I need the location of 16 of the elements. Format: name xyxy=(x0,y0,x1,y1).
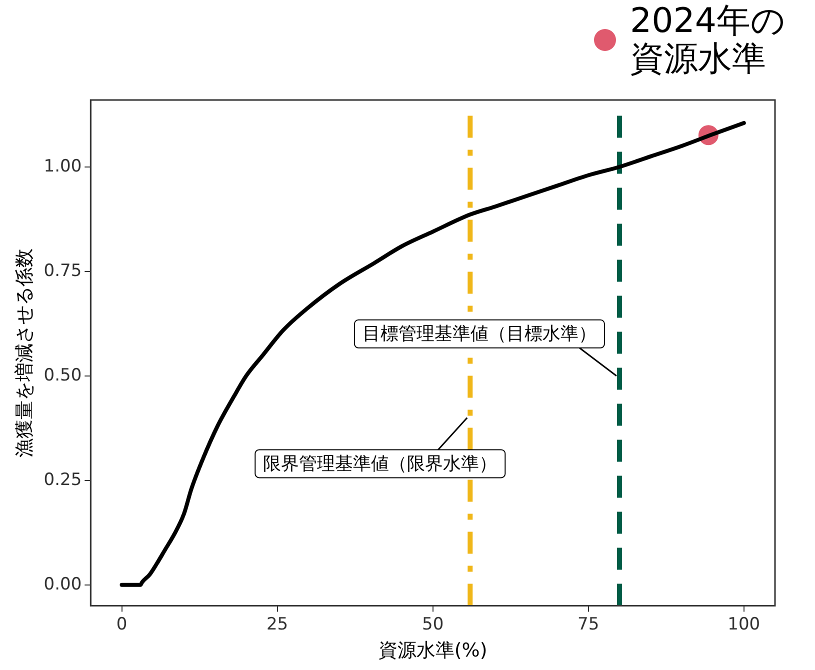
y-tick-label: 0.50 xyxy=(44,365,82,386)
ref-line-label: 目標管理基準値（目標水準） xyxy=(362,324,596,345)
y-tick-label: 0.00 xyxy=(44,574,82,594)
ref-line-label: 限界管理基準値（限界水準） xyxy=(263,453,498,474)
x-tick-label: 100 xyxy=(728,614,760,634)
x-tick-label: 50 xyxy=(422,614,444,634)
y-tick-label: 1.00 xyxy=(44,156,82,176)
y-tick-label: 0.25 xyxy=(44,470,82,490)
y-axis-title: 漁獲量を増減させる係数 xyxy=(13,248,36,458)
y-tick-label: 0.75 xyxy=(44,260,82,281)
x-axis-title: 資源水準(%) xyxy=(378,640,488,662)
x-tick-label: 25 xyxy=(266,614,288,634)
line-series xyxy=(120,120,746,587)
x-tick-label: 75 xyxy=(578,614,600,634)
x-tick-label: 0 xyxy=(116,614,128,634)
legend-label: 2024年の資源水準 xyxy=(630,1,787,79)
